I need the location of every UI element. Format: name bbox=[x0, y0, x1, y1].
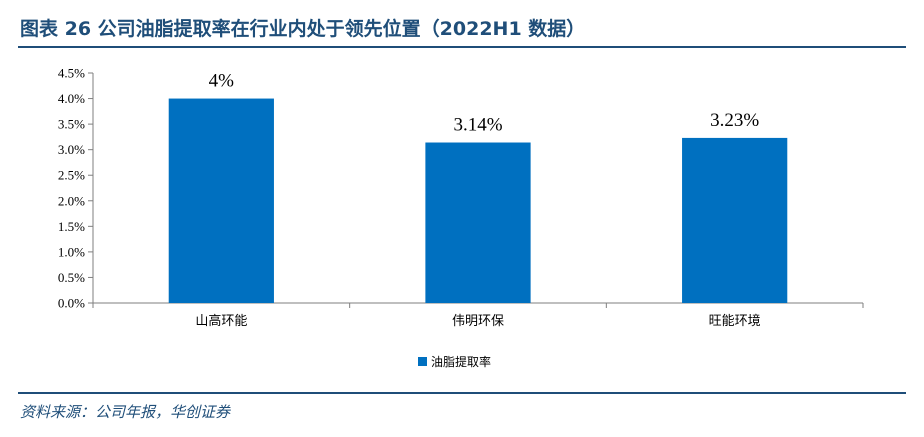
data-label: 3.14% bbox=[453, 115, 502, 136]
bar bbox=[168, 98, 274, 303]
data-label: 4% bbox=[209, 71, 235, 92]
y-tick-label: 0.0% bbox=[58, 296, 85, 311]
x-category-label: 旺能环境 bbox=[709, 313, 761, 328]
bar bbox=[425, 142, 531, 303]
chart-area: 0.0% 0.5% 1.0% 1.5% 2.0% 2.5% 3.0% 3.5% 4.0% 4.5%… bbox=[18, 50, 906, 380]
y-tick-label: 3.0% bbox=[58, 142, 85, 157]
chart-title: 图表 26 公司油脂提取率在行业内处于领先位置（2022H1 数据） bbox=[20, 18, 586, 40]
y-tick-label: 0.5% bbox=[58, 270, 85, 285]
legend-swatch bbox=[418, 356, 427, 366]
bar bbox=[682, 137, 788, 303]
footer-divider bbox=[18, 392, 906, 394]
legend: 油脂提取率 bbox=[418, 352, 491, 370]
y-tick-label: 4.0% bbox=[58, 91, 85, 106]
y-tick-label: 1.5% bbox=[58, 219, 85, 234]
y-tick-label: 3.5% bbox=[58, 117, 85, 132]
y-tick-label: 2.0% bbox=[58, 193, 85, 208]
title-bar: 图表 26 公司油脂提取率在行业内处于领先位置（2022H1 数据） bbox=[18, 12, 906, 46]
y-tick-label: 1.0% bbox=[58, 244, 85, 259]
legend-label: 油脂提取率 bbox=[431, 354, 492, 369]
x-category-label: 山高环能 bbox=[195, 313, 247, 328]
x-category-label: 伟明环保 bbox=[452, 313, 504, 328]
y-tick-label: 4.5% bbox=[58, 66, 85, 81]
y-tick-label: 2.5% bbox=[58, 168, 85, 183]
title-divider bbox=[18, 46, 906, 48]
data-label: 3.23% bbox=[710, 110, 759, 131]
bar-chart: 0.0% 0.5% 1.0% 1.5% 2.0% 2.5% 3.0% 3.5% 4.0% 4.5%… bbox=[58, 66, 864, 328]
source-note: 资料来源：公司年报，华创证券 bbox=[20, 403, 231, 421]
